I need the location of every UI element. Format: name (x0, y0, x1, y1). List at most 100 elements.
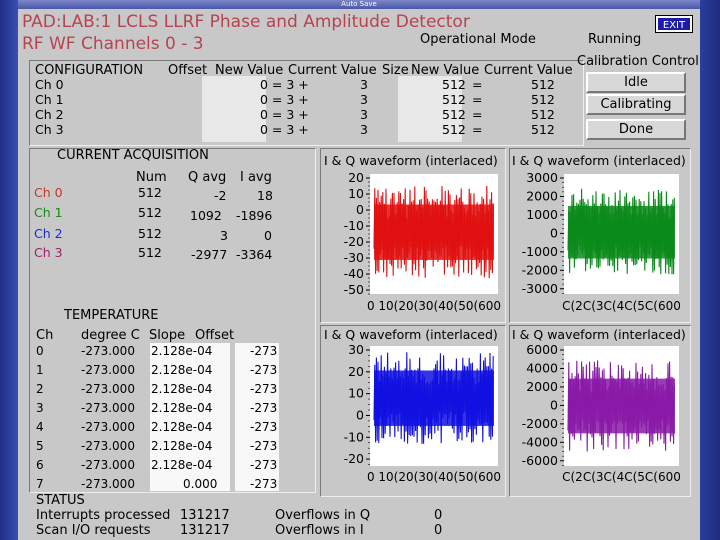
plot-title-2: I & Q waveform (interlaced) (324, 327, 498, 342)
acq-q-1: 1092 (190, 208, 222, 223)
acq-num-3: 512 (138, 245, 162, 260)
temp-slope-input-6[interactable]: 2.128e-04 (151, 458, 213, 472)
acq-ch-3: Ch 3 (34, 245, 63, 260)
config-eq-0: = (472, 77, 483, 92)
acq-q-0: -2 (214, 188, 227, 203)
temp-offset-input-5[interactable]: -273 (250, 439, 278, 453)
config-offset-cur-2: 3 (360, 107, 368, 122)
acq-num-1: 512 (138, 205, 162, 220)
acq-ch-2: Ch 2 (34, 226, 63, 241)
temp-slope-input-0[interactable]: 2.128e-04 (151, 344, 213, 358)
config-size-input-3[interactable]: 512 (442, 122, 466, 137)
window-titlebar: Auto Save (18, 0, 700, 9)
page-subtitle: RF WF Channels 0 - 3 (22, 34, 204, 54)
page-title: PAD:LAB:1 LCLS LLRF Phase and Amplitude … (22, 12, 470, 32)
acq-ch-0: Ch 0 (34, 185, 63, 200)
temp-col-slope: Slope (149, 328, 186, 343)
temp-offset-input-7[interactable]: -273 (250, 477, 278, 491)
temp-slope-input-1[interactable]: 2.128e-04 (151, 363, 213, 377)
config-offset-cur-0: 3 (360, 77, 368, 92)
config-col-offset: Offset (168, 63, 208, 78)
temp-ch-4: 4 (36, 420, 44, 434)
mode-value: Running (588, 32, 642, 47)
plot-box-3 (509, 325, 691, 497)
size-new-field-bg (398, 76, 462, 142)
acq-q-2: 3 (220, 228, 228, 243)
temp-ch-1: 1 (36, 363, 44, 377)
temp-col-offset: Offset (195, 328, 235, 343)
temp-deg-7: -273.000 (81, 477, 135, 491)
temp-deg-4: -273.000 (81, 420, 135, 434)
plot-box-0 (320, 148, 506, 323)
config-title: CONFIGURATION (35, 63, 144, 78)
idle-button[interactable]: Idle (586, 72, 686, 93)
config-ch-0: Ch 0 (35, 77, 64, 92)
temp-offset-input-3[interactable]: -273 (250, 401, 278, 415)
overflows-q-value: 0 (434, 508, 443, 523)
detector-panel: PAD:LAB:1 LCLS LLRF Phase and Amplitude … (18, 9, 700, 540)
temp-slope-input-4[interactable]: 2.128e-04 (151, 420, 213, 434)
temp-offset-input-0[interactable]: -273 (250, 344, 278, 358)
done-button[interactable]: Done (586, 119, 686, 140)
acquisition-title: CURRENT ACQUISITION (57, 148, 209, 163)
config-offset-input-2[interactable]: 0 = 3 + (260, 107, 309, 122)
acquisition-col-num: Num (136, 170, 167, 185)
plot-box-1 (509, 148, 691, 323)
config-ch-3: Ch 3 (35, 122, 64, 137)
acq-num-2: 512 (138, 226, 162, 241)
temp-ch-3: 3 (36, 401, 44, 415)
acq-num-0: 512 (138, 185, 162, 200)
temp-offset-input-6[interactable]: -273 (250, 458, 278, 472)
temp-offset-input-4[interactable]: -273 (250, 420, 278, 434)
config-offset-cur-1: 3 (360, 92, 368, 107)
acq-i-2: 0 (264, 228, 272, 243)
calibrating-button[interactable]: Calibrating (586, 94, 686, 115)
offset-field-bg (235, 343, 279, 491)
acq-i-1: -1896 (236, 208, 273, 223)
config-offset-cur-3: 3 (360, 122, 368, 137)
config-ch-1: Ch 1 (35, 92, 64, 107)
config-offset-input-3[interactable]: 0 = 3 + (260, 122, 309, 137)
temp-deg-0: -273.000 (81, 344, 135, 358)
config-size-input-2[interactable]: 512 (442, 107, 466, 122)
config-size-input-1[interactable]: 512 (442, 92, 466, 107)
temp-col-deg: degree C (81, 328, 140, 343)
temp-ch-7: 7 (36, 477, 44, 491)
config-offset-input-1[interactable]: 0 = 3 + (260, 92, 309, 107)
interrupts-label: Interrupts processed (36, 508, 171, 523)
plot-box-2 (320, 325, 506, 497)
config-size-cur-3: 512 (531, 122, 555, 137)
temp-slope-input-2[interactable]: 2.128e-04 (151, 382, 213, 396)
temp-slope-input-7[interactable]: 0.000 (183, 477, 218, 491)
offset-new-field-bg (202, 76, 266, 142)
overflows-i-value: 0 (434, 523, 443, 538)
configuration-box (29, 60, 584, 146)
acq-i-3: -3364 (236, 247, 273, 262)
config-eq-2: = (472, 107, 483, 122)
config-eq-3: = (472, 122, 483, 137)
scan-value: 131217 (180, 523, 230, 538)
temp-ch-0: 0 (36, 344, 44, 358)
temp-slope-input-3[interactable]: 2.128e-04 (151, 401, 213, 415)
acq-q-3: -2977 (191, 247, 228, 262)
config-col-new: New Value (215, 63, 284, 78)
config-size-cur-2: 512 (531, 107, 555, 122)
plot-title-3: I & Q waveform (interlaced) (512, 327, 686, 342)
config-size-input-0[interactable]: 512 (442, 77, 466, 92)
temp-offset-input-1[interactable]: -273 (250, 363, 278, 377)
exit-button[interactable]: EXIT (655, 15, 693, 33)
temp-offset-input-2[interactable]: -273 (250, 382, 278, 396)
overflows-i-label: Overflows in I (275, 523, 364, 538)
temp-slope-input-5[interactable]: 2.128e-04 (151, 439, 213, 453)
interrupts-value: 131217 (180, 508, 230, 523)
plot-title-0: I & Q waveform (interlaced) (324, 153, 498, 168)
temp-deg-3: -273.000 (81, 401, 135, 415)
config-size-cur-1: 512 (531, 92, 555, 107)
acquisition-box (29, 148, 316, 493)
slope-field-bg (150, 343, 230, 491)
config-size-cur-0: 512 (531, 77, 555, 92)
temp-ch-6: 6 (36, 458, 44, 472)
config-offset-input-0[interactable]: 0 = 3 + (260, 77, 309, 92)
temp-ch-5: 5 (36, 439, 44, 453)
acquisition-col-i: I avg (240, 170, 272, 185)
